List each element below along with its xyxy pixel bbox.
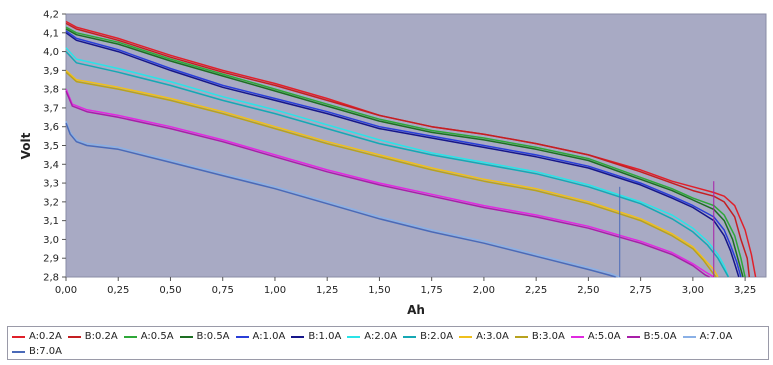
legend-label: B:5.0A <box>643 331 677 342</box>
x-tick-label: 0,25 <box>107 285 129 296</box>
legend-swatch <box>570 335 584 338</box>
series-line-b-2-0a <box>65 51 730 278</box>
legend-swatch <box>291 335 305 338</box>
legend-label: B:1.0A <box>308 331 342 342</box>
legend-swatch <box>12 335 25 338</box>
x-tick-label: 1,25 <box>316 285 338 296</box>
x-tick-label: 2,00 <box>473 285 495 296</box>
legend-swatch <box>459 335 473 338</box>
legend-item: B:0.2A <box>67 329 118 344</box>
x-tick-label: 3,25 <box>734 285 756 296</box>
legend: A:0.2A B:0.2A A:0.5A B:0.5A A:1.0A B:1.0A A:2.… <box>7 326 769 360</box>
series-line-b-0-5a <box>65 28 744 278</box>
x-tick-label: 0,50 <box>159 285 181 296</box>
legend-label: A:1.0A <box>252 331 286 342</box>
legend-item: A:7.0A <box>682 329 733 344</box>
x-axis-ticks: 0,00 0,25 0,50 0,75 1,00 1,25 1,50 1,75 2,00 2,25… <box>55 277 756 296</box>
series-line-a-7-0a <box>65 120 620 278</box>
legend-swatch <box>403 335 417 338</box>
legend-swatch <box>347 335 361 338</box>
legend-item: B:7.0A <box>12 344 62 359</box>
legend-swatch <box>67 335 81 338</box>
legend-swatch <box>179 335 193 338</box>
legend-item: B:2.0A <box>403 329 453 344</box>
y-tick-label: 3,3 <box>43 179 59 190</box>
x-tick-label: 2,75 <box>629 285 651 296</box>
y-tick-label: 3,6 <box>43 122 59 133</box>
legend-label: A:5.0A <box>587 331 621 342</box>
marker-layer <box>619 181 715 277</box>
legend-label: A:3.0A <box>476 331 509 342</box>
x-tick-label: 1,00 <box>264 285 286 296</box>
x-axis-title: Ah <box>407 303 425 317</box>
legend-item: A:2.0A <box>347 329 397 344</box>
x-tick-label: 0,75 <box>212 285 234 296</box>
x-tick-label: 3,00 <box>682 285 704 296</box>
legend-item: B:5.0A <box>626 329 677 344</box>
legend-item: B:0.5A <box>179 329 230 344</box>
y-tick-label: 3,9 <box>43 66 59 77</box>
series-line-a-2-0a <box>65 47 730 278</box>
legend-label: B:7.0A <box>29 346 62 357</box>
y-tick-label: 3,5 <box>43 141 59 152</box>
y-axis-title: Volt <box>19 132 33 159</box>
legend-swatch <box>235 335 249 338</box>
y-tick-label: 3,2 <box>43 197 59 208</box>
series-line-b-7-0a <box>65 122 616 278</box>
series-line-b-1-0a <box>65 32 740 278</box>
legend-item: A:0.2A <box>12 329 62 344</box>
legend-label: A:0.5A <box>140 331 174 342</box>
legend-item: A:0.5A <box>123 329 174 344</box>
legend-swatch <box>12 350 25 353</box>
legend-item: B:1.0A <box>291 329 341 344</box>
y-tick-label: 4,1 <box>43 28 59 39</box>
legend-swatch <box>626 335 640 338</box>
x-tick-label: 1,75 <box>421 285 443 296</box>
legend-label: A:0.2A <box>29 331 62 342</box>
y-tick-label: 3,1 <box>43 216 59 227</box>
legend-label: A:2.0A <box>364 331 398 342</box>
legend-swatch <box>123 335 137 338</box>
series-line-b-5-0a <box>65 90 710 278</box>
y-tick-label: 3,4 <box>43 160 59 171</box>
series-line-a-0-5a <box>65 26 746 278</box>
series-line-b-3-0a <box>65 71 717 278</box>
legend-label: A:7.0A <box>699 331 733 342</box>
y-tick-label: 4,2 <box>43 10 59 21</box>
y-tick-label: 3,8 <box>43 85 59 96</box>
y-axis-ticks: 2,8 2,9 3,0 3,1 3,2 3,3 3,4 3,5 3,6 3,7 3,8 3,9 4,0 4… <box>43 10 66 284</box>
series-line-a-1-0a <box>65 30 742 278</box>
series-line-a-3-0a <box>65 69 719 278</box>
legend-label: B:2.0A <box>420 331 454 342</box>
y-tick-label: 2,8 <box>43 273 59 284</box>
y-tick-label: 3,7 <box>43 103 59 114</box>
y-tick-label: 3,0 <box>43 235 59 246</box>
legend-label: B:0.5A <box>196 331 230 342</box>
legend-swatch <box>682 335 696 338</box>
legend-label: B:0.2A <box>84 331 118 342</box>
y-tick-label: 4,0 <box>43 47 59 58</box>
x-tick-label: 1,50 <box>368 285 390 296</box>
x-tick-label: 0,00 <box>55 285 77 296</box>
legend-label: B:3.0A <box>531 331 565 342</box>
plot-area <box>65 13 767 278</box>
x-tick-label: 2,50 <box>577 285 599 296</box>
discharge-chart: 2,8 2,9 3,0 3,1 3,2 3,3 3,4 3,5 3,6 3,7 3,8 3,9 4,0 4… <box>19 10 767 317</box>
y-tick-label: 2,9 <box>43 254 59 265</box>
legend-item: B:3.0A <box>514 329 565 344</box>
x-tick-label: 2,25 <box>525 285 547 296</box>
series-line-b-0-2a <box>65 22 751 278</box>
legend-item: A:1.0A <box>235 329 286 344</box>
series-line-a-5-0a <box>65 88 715 278</box>
series-layer <box>65 20 757 278</box>
legend-swatch <box>514 335 528 338</box>
legend-item: A:5.0A <box>570 329 621 344</box>
legend-item: A:3.0A <box>459 329 509 344</box>
